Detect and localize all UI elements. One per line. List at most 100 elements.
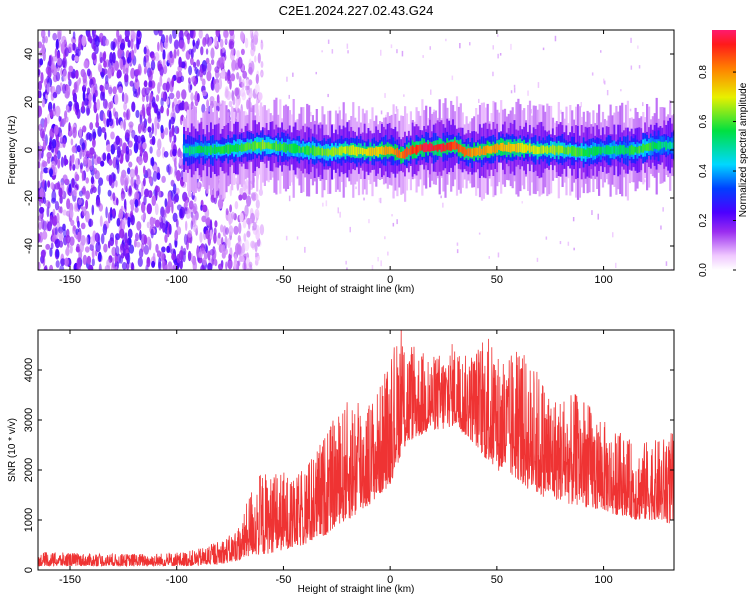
heatmap-cell (46, 206, 50, 218)
colorbar-label: Normalized spectral amplitude (738, 82, 749, 217)
x-tick-label: -100 (166, 574, 188, 586)
heatmap-cell (379, 197, 382, 204)
heatmap-cell (90, 84, 94, 95)
heatmap-cell (157, 82, 161, 94)
heatmap-cell (97, 251, 102, 262)
heatmap-cell (137, 135, 142, 144)
heatmap-cell (665, 261, 668, 266)
heatmap-cell (142, 142, 147, 150)
heatmap-cell (218, 263, 224, 270)
heatmap-cell (482, 146, 485, 155)
heatmap-cell (180, 75, 185, 83)
heatmap-cell (185, 147, 188, 154)
heatmap-cell (91, 30, 97, 36)
y-tick-label: -40 (23, 238, 35, 254)
heatmap-cell (286, 144, 290, 151)
y-tick-label: 20 (23, 96, 35, 108)
heatmap-cell (292, 143, 295, 154)
heatmap-cell (41, 43, 46, 55)
heatmap-cell (497, 53, 499, 59)
heatmap-cell (142, 107, 146, 116)
heatmap-cell (99, 56, 104, 64)
heatmap-cell (143, 195, 147, 206)
y-tick-label: 3000 (23, 408, 35, 432)
heatmap-cell (154, 116, 158, 128)
heatmap-cell (371, 265, 374, 270)
heatmap-cell (236, 144, 240, 153)
heatmap-cell (239, 88, 246, 98)
heatmap-cell (201, 90, 207, 97)
heatmap-cell (605, 145, 608, 155)
heatmap-cell (227, 237, 231, 249)
heatmap-cell (642, 102, 644, 107)
heatmap-cell (322, 202, 324, 207)
heatmap-cell (220, 48, 223, 58)
heatmap-cell (413, 146, 416, 154)
heatmap-cell (651, 141, 654, 152)
heatmap-cell (619, 145, 622, 155)
heatmap-cell (350, 145, 353, 156)
heatmap-cell (166, 97, 170, 106)
heatmap-cell (563, 147, 566, 154)
heatmap-cell (286, 76, 288, 82)
heatmap-cell (486, 145, 489, 154)
heatmap-cell (380, 49, 382, 56)
heatmap-cell (174, 230, 179, 242)
heatmap-cell (158, 257, 162, 269)
heatmap-cell (89, 122, 94, 131)
heatmap-cell (109, 213, 113, 221)
heatmap-cell (615, 262, 617, 268)
snr-x-ticks: -150 -100 -50 0 50 100 (59, 330, 613, 586)
heatmap-cell (76, 145, 81, 153)
heatmap-cell (38, 41, 43, 49)
heatmap-cell (175, 70, 179, 81)
heatmap-cell (95, 113, 99, 125)
heatmap-cell (263, 142, 266, 149)
heatmap-cell (230, 211, 236, 220)
heatmap-cell (54, 238, 61, 249)
heatmap-cell (81, 206, 87, 217)
heatmap-cell (82, 254, 88, 265)
heatmap-cell (225, 208, 229, 216)
heatmap-cell (355, 186, 357, 190)
heatmap-cell (128, 238, 132, 246)
heatmap-cell (169, 34, 173, 44)
heatmap-cell (85, 199, 89, 210)
heatmap-cell (419, 144, 422, 151)
heatmap-cell (135, 75, 138, 83)
heatmap-cell (204, 145, 207, 155)
heatmap-cell (173, 134, 177, 143)
heatmap-cell (267, 142, 270, 149)
heatmap-cell (52, 55, 58, 62)
heatmap-cell (44, 35, 48, 44)
heatmap-cell (55, 71, 61, 82)
heatmap-cell (135, 109, 140, 119)
spectrogram-panel: -150 -100 -50 0 50 100 -40 -20 0 20 40 Height of … (7, 29, 675, 295)
heatmap-cell (429, 142, 432, 152)
heatmap-cell (580, 102, 582, 108)
heatmap-cell (492, 145, 495, 153)
heatmap-cell (155, 94, 160, 102)
heatmap-cell (429, 46, 431, 50)
heatmap-cell (384, 93, 386, 98)
heatmap-cell (76, 243, 80, 252)
heatmap-cell (478, 146, 482, 156)
heatmap-cell (88, 92, 93, 102)
heatmap-cell (215, 147, 218, 154)
heatmap-cell (567, 241, 570, 246)
heatmap-cell (142, 151, 149, 163)
heatmap-cell (640, 145, 643, 153)
heatmap-cell (510, 90, 513, 94)
heatmap-cell (575, 147, 578, 157)
heatmap-cell (346, 43, 349, 49)
heatmap-cell (169, 92, 175, 100)
heatmap-cell (192, 146, 195, 155)
heatmap-cell (315, 147, 318, 156)
heatmap-cell (206, 99, 210, 109)
heatmap-cell (137, 123, 142, 134)
heatmap-cell (226, 75, 231, 84)
heatmap-cell (147, 126, 152, 133)
heatmap-cell (528, 143, 532, 153)
heatmap-cell (670, 268, 673, 270)
heatmap-cell (555, 146, 558, 153)
